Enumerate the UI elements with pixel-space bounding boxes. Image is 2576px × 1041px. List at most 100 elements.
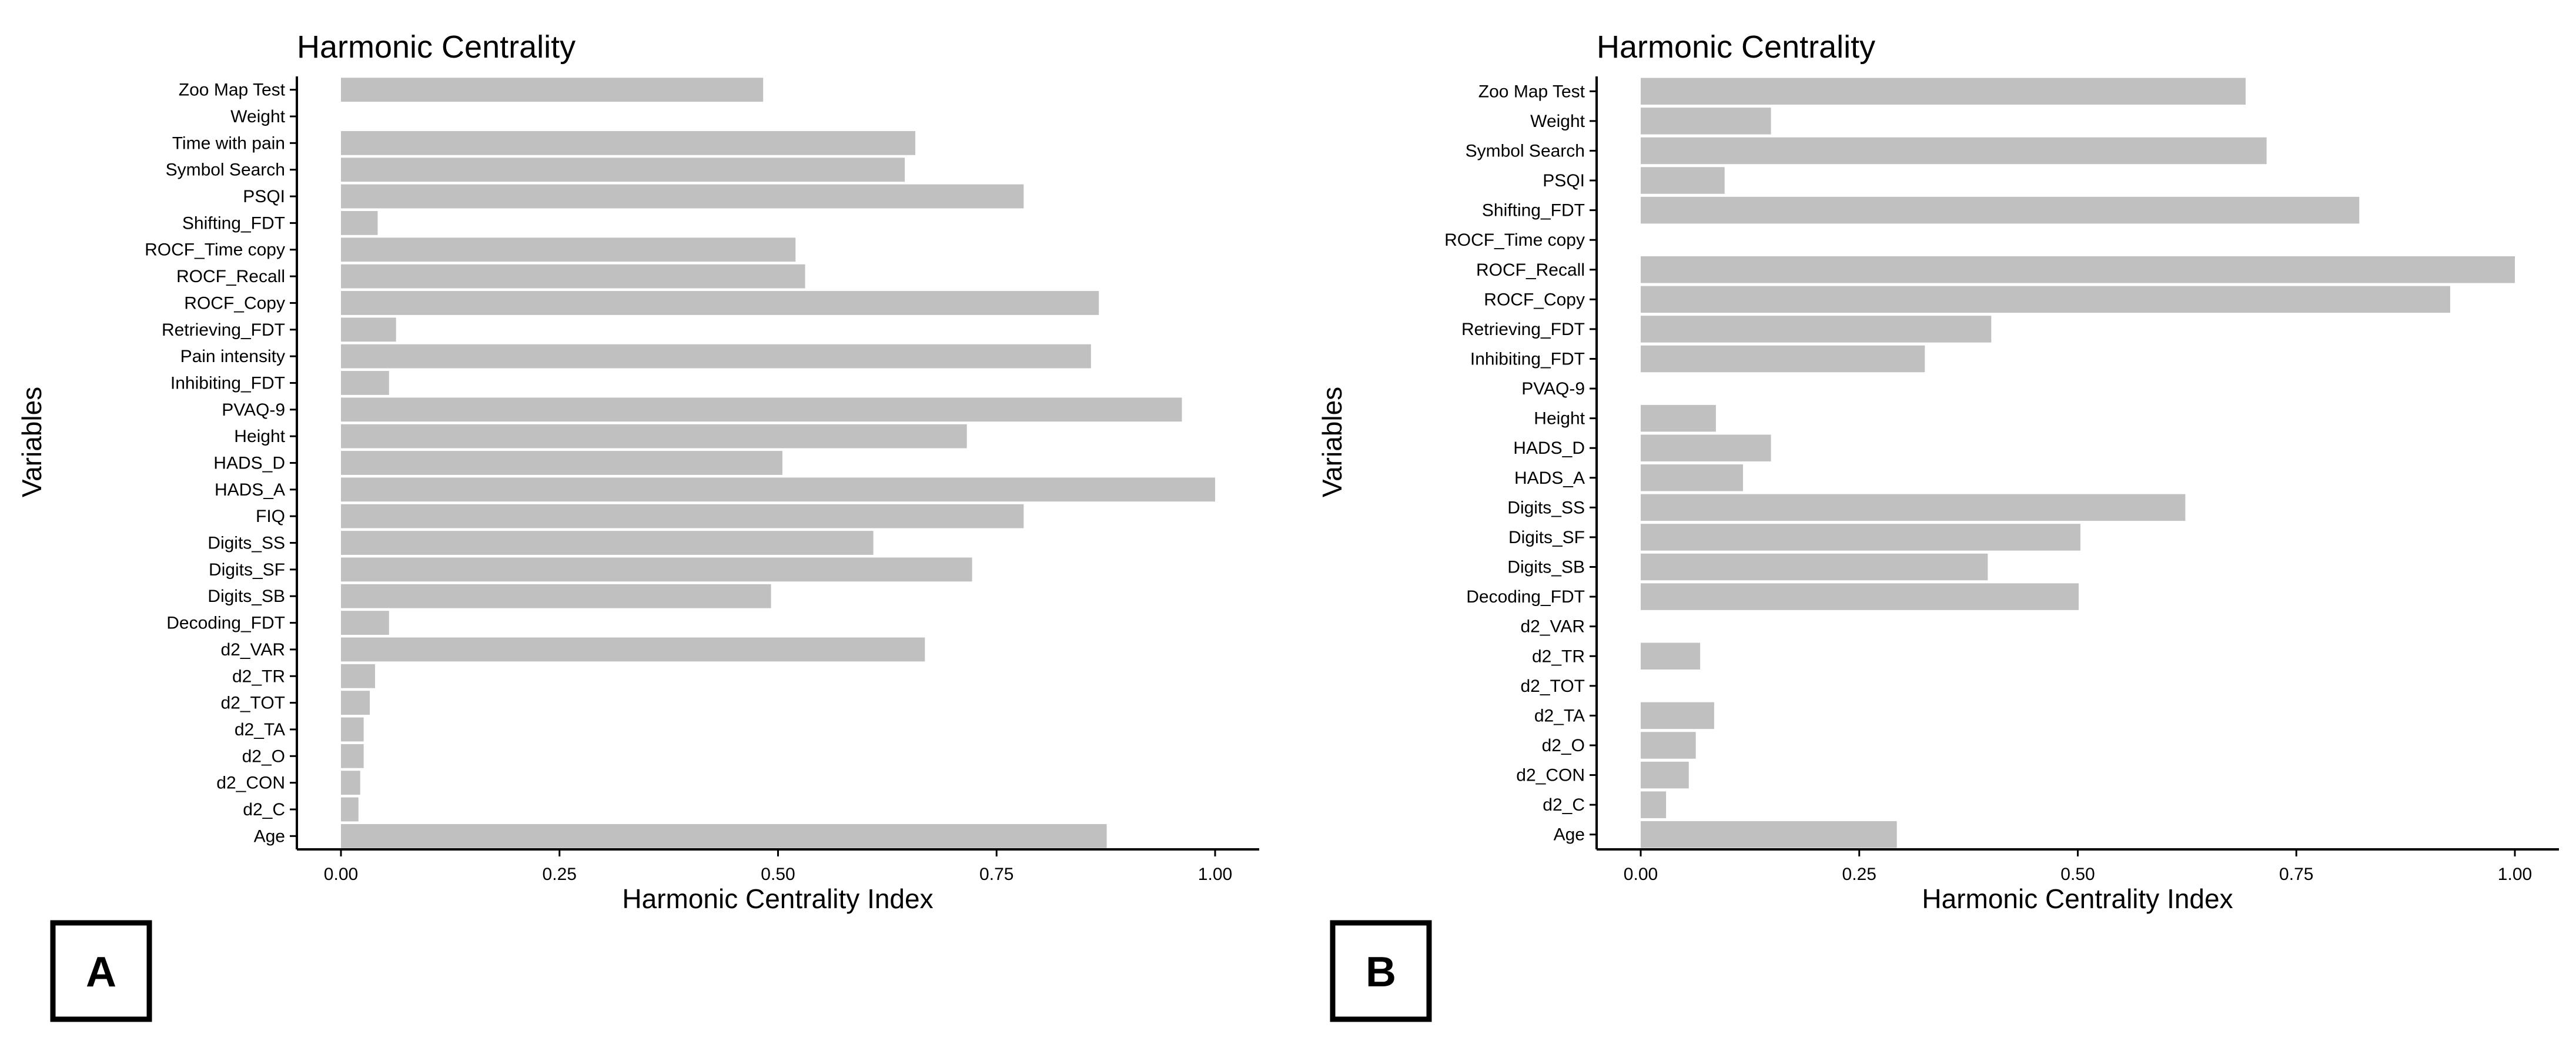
panel-a-category-label: d2_CON	[216, 774, 285, 793]
panel-b-bar-d2-con	[1641, 761, 1689, 789]
panel-b-category-label: d2_CON	[1516, 766, 1585, 785]
panel-a-category-label: Digits_SS	[208, 534, 285, 553]
panel-b-bar-digits-ss	[1641, 494, 2186, 521]
panel-b-category-label: d2_TA	[1534, 706, 1585, 725]
panel-b-letter-box	[1330, 920, 1432, 1022]
panel-b-bar-age	[1641, 821, 1897, 848]
panel-a-category-label: d2_TA	[235, 720, 285, 739]
panel-a-bar-fiq	[341, 504, 1024, 528]
panel-b-category-label: Height	[1534, 409, 1585, 429]
panel-a-bar-d2-o	[341, 744, 364, 768]
panel-b-bar-height	[1641, 404, 1716, 432]
panel-b-x-axis-title: Harmonic Centrality Index	[1922, 883, 2233, 914]
panel-a-category-label: Inhibiting_FDT	[170, 373, 285, 393]
panel-b-bar-d2-ta	[1641, 702, 1714, 729]
panel-a-bar-rocf-recall	[341, 264, 805, 289]
panel-b-category-label: d2_TR	[1532, 647, 1585, 666]
panel-a-x-ticks: 0.00 0.25 0.50 0.75 1.00	[324, 849, 1232, 884]
panel-a-category-label: FIQ	[256, 507, 285, 526]
panel-b-bar-shifting-fdt	[1641, 196, 2360, 224]
panel-a-bar-age	[341, 824, 1107, 848]
panel-a-category-label: Symbol Search	[166, 160, 285, 180]
panel-b-category-label: Symbol Search	[1466, 141, 1585, 160]
panel-b-category-label: d2_VAR	[1520, 617, 1585, 637]
panel-b-category-label: Decoding_FDT	[1466, 587, 1585, 607]
panel-a-bar-retrieving-fdt	[341, 317, 396, 342]
panel-b-bar-hads-a	[1641, 464, 1743, 491]
panel-b-bars	[1641, 78, 2515, 848]
panel-a-category-label: PSQI	[243, 187, 285, 206]
panel-a-category-label: ROCF_Recall	[176, 267, 285, 286]
panel-a-category-label: HADS_A	[215, 480, 285, 500]
panel-a-x-tick-label: 0.50	[761, 865, 795, 884]
panel-b-bar-hads-d	[1641, 434, 1771, 461]
panel-a-bars	[341, 78, 1215, 848]
panel-a-y-axis-title: Variables	[16, 387, 47, 497]
panel-b-x-tick-label: 0.00	[1624, 865, 1658, 884]
panel-a-category-label: Zoo Map Test	[179, 81, 286, 100]
panel-a-bar-rocf-time-copy	[341, 237, 796, 262]
panel-a-bar-height	[341, 424, 967, 448]
panel-a-bar-digits-sb	[341, 584, 771, 608]
panel-a-category-labels: Zoo Map Test Weight Time with pain Symbol S…	[145, 81, 297, 846]
panel-a-bar-psqi	[341, 184, 1024, 209]
panel-a-bar-time-with-pain	[341, 130, 915, 155]
panel-a-category-label: Age	[254, 826, 285, 846]
panel-a-letter: A	[86, 949, 116, 996]
panel-b-bar-rocf-copy	[1641, 286, 2450, 313]
panel-b-category-label: Retrieving_FDT	[1461, 320, 1585, 339]
panel-b-x-tick-label: 0.75	[2279, 865, 2313, 884]
panel-b-category-label: Digits_SB	[1507, 558, 1585, 577]
panel-b-bar-digits-sf	[1641, 524, 2080, 551]
panel-b-bar-retrieving-fdt	[1641, 316, 1992, 343]
panel-b-category-label: PSQI	[1543, 171, 1585, 190]
panel-a-category-label: d2_C	[243, 800, 285, 819]
panel-a-category-label: Retrieving_FDT	[162, 320, 285, 340]
panel-b-category-label: HADS_D	[1513, 439, 1585, 458]
panel-a-x-tick-label: 0.00	[324, 865, 358, 884]
panel-a-bar-d2-c	[341, 797, 359, 822]
panel-b-bar-decoding-fdt	[1641, 583, 2079, 610]
panel-b-category-label: Weight	[1530, 112, 1585, 131]
panel-b-bar-d2-o	[1641, 732, 1696, 759]
panel-b-category-label: Shifting_FDT	[1482, 201, 1585, 220]
panel-a-chart: Harmonic Centrality Variables Harmonic C…	[16, 29, 1259, 1022]
panel-b-x-tick-label: 0.25	[1842, 865, 1876, 884]
panel-b-category-label: Age	[1554, 825, 1585, 845]
panel-a-category-label: d2_VAR	[220, 640, 285, 660]
panel-a-title: Harmonic Centrality	[297, 29, 576, 65]
panel-b-bar-d2-c	[1641, 791, 1667, 818]
panel-a-category-label: d2_TOT	[221, 694, 286, 713]
panel-b-bar-d2-tr	[1641, 642, 1701, 670]
panel-a-category-label: Decoding_FDT	[166, 614, 285, 633]
panel-a-x-tick-label: 0.25	[543, 865, 577, 884]
panel-b-bar-weight	[1641, 108, 1771, 135]
panel-a-letter-box	[50, 920, 152, 1022]
panel-a-category-label: Shifting_FDT	[182, 213, 285, 233]
panel-a-bar-d2-ta	[341, 717, 364, 742]
panel-a-bar-inhibiting-fdt	[341, 371, 389, 395]
panel-a-x-axis-title: Harmonic Centrality Index	[622, 883, 933, 914]
panel-b-category-label: HADS_A	[1514, 468, 1585, 488]
panel-a-bar-rocf-copy	[341, 291, 1099, 315]
panel-a-bar-hads-d	[341, 451, 782, 475]
panel-a-bar-pvaq-9	[341, 397, 1182, 422]
panel-a-category-label: Digits_SF	[209, 560, 285, 580]
panel-a-x-tick-label: 0.75	[979, 865, 1013, 884]
panel-a-bar-hads-a	[341, 477, 1215, 502]
panel-a-bar-d2-tr	[341, 664, 375, 688]
panel-a-bar-d2-tot	[341, 691, 370, 715]
panel-a-bar-symbol-search	[341, 158, 905, 182]
panel-b-category-label: Digits_SS	[1507, 498, 1585, 517]
panel-b-bar-inhibiting-fdt	[1641, 345, 1925, 373]
panel-b-category-label: ROCF_Time copy	[1444, 230, 1585, 250]
panel-b-x-ticks: 0.00 0.25 0.50 0.75 1.00	[1624, 849, 2532, 884]
panel-b-x-tick-label: 0.50	[2060, 865, 2095, 884]
panel-b-category-label: ROCF_Copy	[1484, 290, 1585, 309]
panel-a-bar-zoo-map-test	[341, 78, 764, 102]
panel-b-chart: Harmonic Centrality Variables Harmonic C…	[1317, 29, 2559, 1022]
panel-a-bar-shifting-fdt	[341, 210, 378, 235]
panel-b-bar-psqi	[1641, 167, 1725, 194]
panel-b-bar-digits-sb	[1641, 553, 1988, 581]
